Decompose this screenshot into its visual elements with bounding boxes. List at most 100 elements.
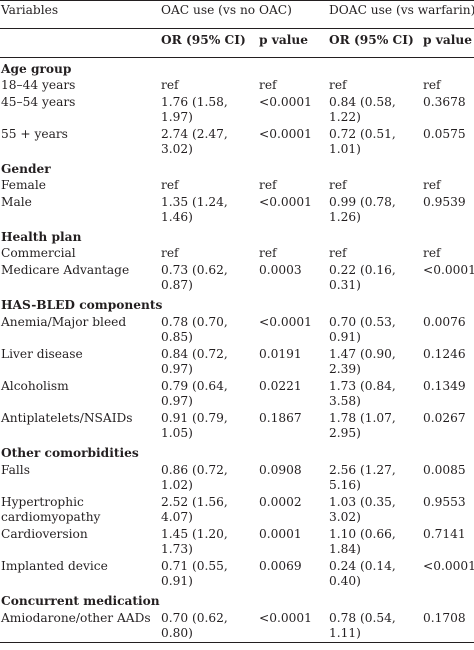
table-row: Amiodarone/other AADs 0.70 (0.62, 0.80) <0… (0, 610, 474, 643)
oac-p-cell: ref (259, 78, 277, 92)
row-label: 45–54 years (1, 95, 76, 109)
header-doac-group: DOAC use (vs warfarin) (329, 3, 474, 17)
oac-or-cell: 2.74 (2.47, 3.02) (161, 127, 228, 156)
doac-or-cell: 0.84 (0.58, 1.22) (329, 95, 396, 124)
doac-or-cell: ref (329, 178, 347, 192)
row-label: Liver disease (1, 347, 83, 361)
table-row: 55 + years 2.74 (2.47, 3.02) <0.0001 0.72 (… (0, 126, 474, 158)
row-label: 18–44 years (1, 78, 76, 92)
row-label: Hypertrophic cardiomyopathy (1, 495, 101, 524)
doac-p-cell: ref (423, 78, 441, 92)
oac-or-cell: 0.70 (0.62, 0.80) (161, 611, 228, 640)
group-header-row: Health plan (0, 226, 474, 246)
oac-or-cell: ref (161, 178, 179, 192)
group-title: Age group (1, 62, 72, 76)
doac-p-cell: 0.9539 (423, 195, 466, 209)
group-title: Health plan (1, 230, 82, 244)
oac-p-cell: 0.0191 (259, 347, 302, 361)
doac-or-cell: 1.47 (0.90, 2.39) (329, 347, 396, 376)
row-label: Cardioversion (1, 527, 88, 541)
oac-p-cell: <0.0001 (259, 127, 312, 141)
oac-or-cell: 0.79 (0.64, 0.97) (161, 379, 228, 408)
doac-p-cell: 0.0575 (423, 127, 466, 141)
header-oac-or: OR (95% CI) (161, 33, 246, 47)
row-label: Medicare Advantage (1, 263, 130, 277)
table-row: 45–54 years 1.76 (1.58, 1.97) <0.0001 0.84 … (0, 94, 474, 126)
table-row: Commercial ref ref ref ref (0, 246, 474, 262)
group-header-row: HAS-BLED components (0, 294, 474, 314)
table-row: Anemia/Major bleed 0.78 (0.70, 0.85) <0.00… (0, 314, 474, 346)
table-body: Age group 18–44 years ref ref ref ref 45–54 ye… (0, 58, 474, 643)
oac-p-cell: 0.0221 (259, 379, 302, 393)
header-blank (0, 29, 160, 58)
oac-or-cell: 0.78 (0.70, 0.85) (161, 315, 228, 344)
doac-p-cell: 0.1349 (423, 379, 466, 393)
doac-p-cell: 0.0267 (423, 411, 466, 425)
table-row: Antiplatelets/NSAIDs 0.91 (0.79, 1.05) 0.1… (0, 410, 474, 442)
doac-p-cell: 0.3678 (423, 95, 466, 109)
doac-or-cell: 0.78 (0.54, 1.11) (329, 611, 396, 640)
table-row: 18–44 years ref ref ref ref (0, 78, 474, 94)
doac-or-cell: ref (329, 78, 347, 92)
row-label: 55 + years (1, 127, 68, 141)
doac-p-cell: 0.0085 (423, 463, 466, 477)
oac-p-cell: <0.0001 (259, 611, 312, 625)
table-row: Medicare Advantage 0.73 (0.62, 0.87) 0.000… (0, 262, 474, 294)
doac-p-cell: 0.7141 (423, 527, 466, 541)
oac-or-cell: 1.45 (1.20, 1.73) (161, 527, 228, 556)
doac-or-cell: 1.78 (1.07, 2.95) (329, 411, 396, 440)
oac-or-cell: 2.52 (1.56, 4.07) (161, 495, 228, 524)
doac-p-cell: 0.0076 (423, 315, 466, 329)
oac-p-cell: 0.1867 (259, 411, 302, 425)
oac-or-cell: ref (161, 246, 179, 260)
oac-or-cell: 0.84 (0.72, 0.97) (161, 347, 228, 376)
doac-or-cell: 1.10 (0.66, 1.84) (329, 527, 396, 556)
row-label: Antiplatelets/NSAIDs (1, 411, 133, 425)
group-header-row: Gender (0, 158, 474, 178)
table-row: Female ref ref ref ref (0, 178, 474, 194)
oac-or-cell: 0.86 (0.72, 1.02) (161, 463, 228, 492)
doac-or-cell: 0.22 (0.16, 0.31) (329, 263, 396, 292)
table-row: Hypertrophic cardiomyopathy 2.52 (1.56, 4… (0, 494, 474, 526)
group-title: Concurrent medication (1, 594, 160, 608)
table-row: Alcoholism 0.79 (0.64, 0.97) 0.0221 1.73 (0… (0, 378, 474, 410)
oac-or-cell: 0.91 (0.79, 1.05) (161, 411, 228, 440)
doac-p-cell: <0.0001 (423, 263, 474, 277)
doac-p-cell: ref (423, 246, 441, 260)
group-title: Gender (1, 162, 51, 176)
doac-p-cell: ref (423, 178, 441, 192)
doac-or-cell: 1.03 (0.35, 3.02) (329, 495, 396, 524)
group-title: Other comorbidities (1, 446, 139, 460)
doac-or-cell: 0.24 (0.14, 0.40) (329, 559, 396, 588)
header-oac-p: p value (259, 33, 308, 47)
doac-p-cell: 0.9553 (423, 495, 466, 509)
table-row: Cardioversion 1.45 (1.20, 1.73) 0.0001 1.10… (0, 526, 474, 558)
header-oac-group: OAC use (vs no OAC) (161, 3, 292, 17)
group-header-row: Other comorbidities (0, 442, 474, 462)
oac-p-cell: <0.0001 (259, 195, 312, 209)
oac-or-cell: 1.76 (1.58, 1.97) (161, 95, 228, 124)
group-header-row: Concurrent medication (0, 590, 474, 610)
oac-or-cell: 0.73 (0.62, 0.87) (161, 263, 228, 292)
header-variables: Variables (1, 3, 59, 17)
doac-or-cell: 0.99 (0.78, 1.26) (329, 195, 396, 224)
row-label: Commercial (1, 246, 76, 260)
doac-or-cell: 0.72 (0.51, 1.01) (329, 127, 396, 156)
oac-p-cell: <0.0001 (259, 315, 312, 329)
row-label: Male (1, 195, 32, 209)
row-label: Anemia/Major bleed (1, 315, 127, 329)
row-label: Falls (1, 463, 30, 477)
oac-or-cell: 0.71 (0.55, 0.91) (161, 559, 228, 588)
oac-p-cell: <0.0001 (259, 95, 312, 109)
row-label: Implanted device (1, 559, 108, 573)
doac-p-cell: 0.1246 (423, 347, 466, 361)
table-row: Implanted device 0.71 (0.55, 0.91) 0.0069 0… (0, 558, 474, 590)
oac-p-cell: 0.0908 (259, 463, 302, 477)
row-label: Amiodarone/other AADs (1, 611, 151, 625)
row-label: Alcoholism (1, 379, 69, 393)
oac-or-cell: ref (161, 78, 179, 92)
doac-p-cell: <0.0001 (423, 559, 474, 573)
oac-p-cell: 0.0003 (259, 263, 302, 277)
